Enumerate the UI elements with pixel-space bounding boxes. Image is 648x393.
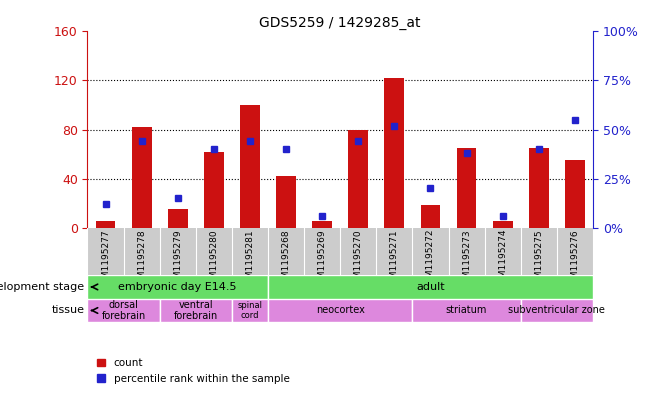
Text: subventricular zone: subventricular zone <box>509 305 605 316</box>
Bar <box>240 105 260 228</box>
Text: GSM1195280: GSM1195280 <box>209 229 218 290</box>
Text: GSM1195275: GSM1195275 <box>534 229 543 290</box>
Text: spinal
cord: spinal cord <box>237 301 262 320</box>
Bar <box>232 299 268 322</box>
Text: GSM1195281: GSM1195281 <box>246 229 255 290</box>
Bar <box>492 221 513 228</box>
Bar <box>87 275 268 299</box>
Text: GSM1195279: GSM1195279 <box>173 229 182 290</box>
Title: GDS5259 / 1429285_at: GDS5259 / 1429285_at <box>259 17 421 30</box>
Bar <box>421 206 441 228</box>
Bar <box>276 176 296 228</box>
Text: embryonic day E14.5: embryonic day E14.5 <box>119 282 237 292</box>
Bar <box>521 299 593 322</box>
Bar <box>87 299 159 322</box>
Text: GSM1195274: GSM1195274 <box>498 229 507 290</box>
Bar <box>349 130 368 228</box>
Bar <box>384 78 404 228</box>
Bar <box>268 275 593 299</box>
Text: development stage: development stage <box>0 282 84 292</box>
Text: GSM1195272: GSM1195272 <box>426 229 435 290</box>
Text: GSM1195270: GSM1195270 <box>354 229 363 290</box>
Bar <box>132 127 152 228</box>
Bar <box>457 148 476 228</box>
Text: ventral
forebrain: ventral forebrain <box>174 300 218 321</box>
Bar <box>529 148 549 228</box>
Bar <box>312 221 332 228</box>
Bar <box>268 299 412 322</box>
Text: GSM1195268: GSM1195268 <box>281 229 290 290</box>
Text: GSM1195276: GSM1195276 <box>570 229 579 290</box>
Bar <box>159 299 232 322</box>
Text: tissue: tissue <box>51 305 84 316</box>
Bar <box>96 221 115 228</box>
Text: GSM1195269: GSM1195269 <box>318 229 327 290</box>
Text: GSM1195277: GSM1195277 <box>101 229 110 290</box>
Bar <box>168 209 188 228</box>
Bar <box>412 299 521 322</box>
Text: neocortex: neocortex <box>316 305 365 316</box>
Text: GSM1195271: GSM1195271 <box>390 229 399 290</box>
Legend: count, percentile rank within the sample: count, percentile rank within the sample <box>93 354 294 388</box>
Text: striatum: striatum <box>446 305 487 316</box>
Text: adult: adult <box>416 282 445 292</box>
Bar <box>565 160 584 228</box>
Text: GSM1195273: GSM1195273 <box>462 229 471 290</box>
Bar <box>204 152 224 228</box>
Text: dorsal
forebrain: dorsal forebrain <box>102 300 146 321</box>
Text: GSM1195278: GSM1195278 <box>137 229 146 290</box>
